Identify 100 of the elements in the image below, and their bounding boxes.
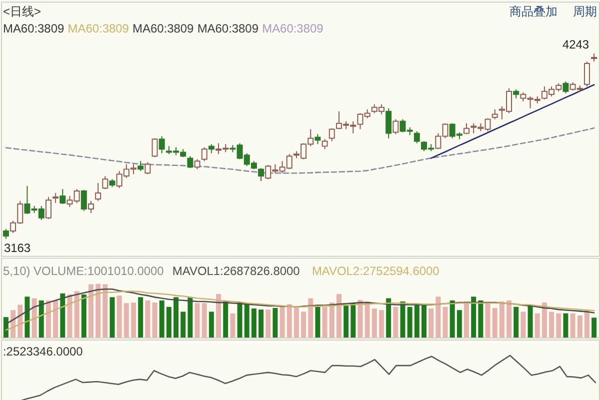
candlestick bbox=[102, 176, 108, 190]
candlestick bbox=[584, 61, 590, 87]
bar bbox=[237, 302, 242, 338]
bar bbox=[364, 301, 370, 338]
bar bbox=[32, 298, 37, 338]
bar bbox=[46, 300, 51, 338]
bar bbox=[407, 306, 412, 338]
bar bbox=[499, 301, 504, 338]
bar bbox=[194, 303, 200, 338]
bar bbox=[88, 284, 94, 338]
text: MA60:3809 bbox=[132, 22, 194, 36]
bar bbox=[24, 296, 30, 338]
bar bbox=[393, 306, 398, 338]
bar bbox=[584, 310, 590, 338]
text: MA60:3809 bbox=[262, 22, 324, 36]
bar bbox=[534, 313, 540, 338]
bar bbox=[520, 312, 526, 338]
bar bbox=[471, 296, 476, 338]
text: MA60:3809 bbox=[197, 22, 259, 36]
bar bbox=[216, 294, 222, 338]
bar bbox=[145, 300, 150, 338]
candlestick bbox=[2, 228, 9, 240]
bar bbox=[350, 303, 356, 338]
bar bbox=[386, 298, 392, 338]
candlestick bbox=[386, 108, 392, 139]
candlestick bbox=[60, 188, 66, 205]
bar bbox=[485, 302, 490, 338]
bar bbox=[563, 313, 568, 338]
bar bbox=[301, 312, 306, 338]
bar bbox=[110, 297, 115, 338]
bar bbox=[102, 284, 108, 338]
candlestick bbox=[201, 146, 208, 162]
bar bbox=[166, 306, 172, 338]
candlestick bbox=[158, 136, 165, 154]
text: 商品叠加 bbox=[509, 4, 558, 19]
candlestick bbox=[52, 192, 59, 204]
bar bbox=[414, 304, 420, 338]
bar bbox=[251, 308, 256, 338]
bar bbox=[38, 300, 44, 338]
bar bbox=[428, 308, 434, 338]
candlestick bbox=[414, 130, 420, 144]
bar bbox=[174, 297, 178, 338]
bar bbox=[506, 300, 512, 338]
bar bbox=[60, 293, 66, 338]
bar bbox=[315, 306, 320, 338]
bar bbox=[308, 298, 314, 338]
bar bbox=[344, 304, 349, 338]
bar bbox=[272, 308, 278, 338]
candlestick bbox=[194, 158, 200, 170]
bar bbox=[159, 300, 164, 338]
candlestick bbox=[138, 160, 144, 172]
bar bbox=[202, 303, 207, 338]
bar bbox=[74, 291, 80, 338]
bar bbox=[3, 317, 8, 338]
candlestick bbox=[258, 168, 264, 182]
bar bbox=[131, 302, 136, 338]
bar bbox=[336, 294, 342, 338]
bar bbox=[138, 297, 144, 338]
bar bbox=[18, 304, 23, 338]
candlestick bbox=[562, 80, 569, 94]
bar bbox=[266, 310, 271, 338]
text: MAVOL2:2752594.6000 bbox=[312, 264, 440, 278]
candlestick bbox=[322, 138, 328, 150]
bar bbox=[400, 301, 406, 338]
bar bbox=[478, 300, 484, 338]
candlestick bbox=[187, 156, 194, 169]
bar bbox=[188, 297, 193, 338]
bar bbox=[230, 313, 236, 338]
candlestick bbox=[88, 200, 94, 214]
text: 4243 bbox=[562, 38, 590, 52]
bar bbox=[81, 294, 86, 338]
bar bbox=[244, 303, 250, 338]
series-label: MAVOL1:2687826.8000 bbox=[172, 264, 300, 278]
bar bbox=[556, 313, 562, 338]
bar bbox=[442, 306, 448, 338]
bar bbox=[456, 310, 462, 338]
text: <日线> bbox=[2, 4, 41, 19]
bar bbox=[464, 301, 469, 338]
candlestick bbox=[144, 162, 151, 175]
candlestick bbox=[314, 134, 321, 145]
bar bbox=[294, 306, 299, 338]
bar bbox=[528, 304, 533, 338]
bar bbox=[450, 300, 455, 338]
candlestick bbox=[80, 189, 87, 212]
bar bbox=[280, 306, 285, 338]
bar bbox=[258, 310, 264, 338]
bar bbox=[577, 315, 582, 338]
bar bbox=[422, 304, 426, 338]
bar bbox=[53, 300, 58, 338]
bar bbox=[570, 313, 576, 338]
bar bbox=[378, 310, 384, 338]
candlestick bbox=[45, 196, 52, 220]
candlestick bbox=[208, 144, 214, 154]
bar bbox=[116, 296, 122, 338]
bar bbox=[514, 306, 519, 338]
bar bbox=[372, 308, 377, 338]
bar bbox=[223, 301, 228, 338]
candlestick bbox=[95, 182, 102, 202]
annotation: :2523346.0000 bbox=[2, 344, 84, 358]
text: 周期 bbox=[573, 4, 598, 19]
